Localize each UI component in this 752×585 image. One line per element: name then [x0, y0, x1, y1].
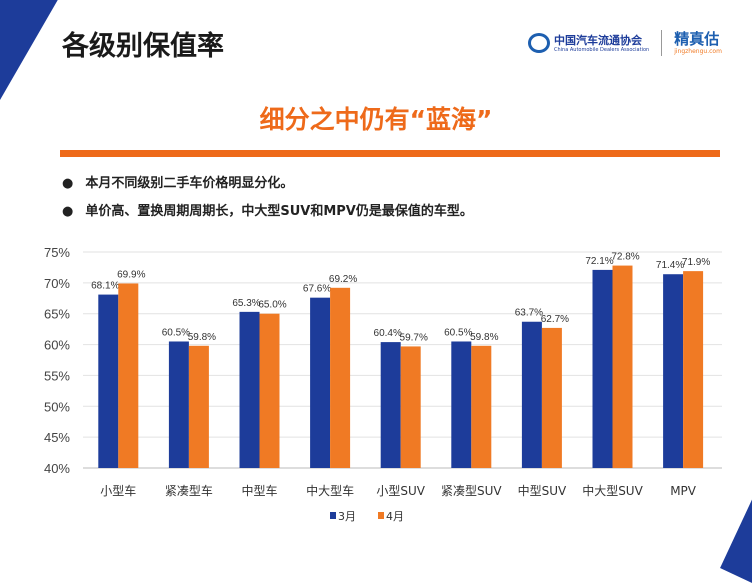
logo-cn: 中国汽车流通协会: [554, 33, 642, 47]
bullet-item: ● 本月不同级别二手车价格明显分化。: [62, 176, 294, 191]
x-tick-label: 中大型SUV: [582, 483, 643, 498]
y-tick-label: 75%: [44, 245, 70, 260]
bar-3月: [451, 341, 472, 468]
y-tick-label: 50%: [44, 399, 70, 414]
data-label: 72.1%: [585, 256, 613, 267]
data-label: 62.7%: [541, 314, 569, 325]
subtitle: 细分之中仍有“蓝海”: [259, 105, 493, 134]
x-tick-label: MPV: [670, 484, 697, 498]
divider-bar: [60, 150, 720, 157]
data-label: 59.8%: [470, 332, 498, 343]
y-tick-label: 70%: [44, 276, 70, 291]
data-label: 67.6%: [303, 284, 331, 295]
bar-3月: [239, 311, 260, 468]
y-tick-label: 40%: [44, 461, 70, 476]
bullet-text: 本月不同级别二手车价格明显分化。: [85, 176, 294, 191]
brand-name: 精真估: [674, 30, 720, 48]
data-label: 69.2%: [329, 274, 357, 285]
bar-4月: [118, 283, 139, 468]
y-tick-label: 60%: [44, 338, 70, 353]
x-tick-label: 紧凑型车: [165, 483, 213, 498]
data-label: 59.8%: [188, 332, 216, 343]
cada-logo-icon: [528, 33, 550, 53]
bar-4月: [259, 313, 280, 468]
page-title: 各级别保值率: [62, 31, 224, 62]
data-label: 68.1%: [91, 281, 119, 292]
data-label: 60.5%: [162, 327, 190, 338]
legend-swatch: [378, 512, 384, 519]
data-label: 60.5%: [444, 327, 472, 338]
bullet-item: ● 单价高、置换周期周期长，中大型SUV和MPV仍是最保值的车型。: [62, 204, 473, 219]
data-label: 65.0%: [258, 300, 286, 311]
data-label: 69.9%: [117, 269, 145, 280]
data-label: 71.4%: [656, 260, 684, 271]
data-label: 60.4%: [374, 328, 402, 339]
bar-4月: [471, 345, 492, 468]
logo-en: China Automobile Dealers Association: [554, 46, 650, 53]
brand-url: jingzhengu.com: [674, 48, 722, 55]
x-tick-label: 紧凑型SUV: [441, 484, 502, 498]
bar-4月: [612, 265, 633, 468]
bar-4月: [330, 287, 351, 468]
bar-3月: [380, 342, 401, 468]
bar-3月: [521, 321, 542, 468]
y-tick-label: 55%: [44, 368, 70, 383]
data-label: 65.3%: [232, 298, 260, 309]
data-label: 63.7%: [515, 308, 543, 319]
divider: [661, 30, 663, 56]
x-tick-label: 小型SUV: [376, 484, 425, 498]
bar-chart: 40% 45% 50% 55% 60% 65% 70% 75% 68.1%69.9% 小型车 60.…: [44, 245, 722, 523]
data-label: 59.7%: [400, 332, 428, 343]
x-tick-label: 小型车: [100, 483, 136, 498]
bar-3月: [592, 269, 613, 468]
logo-group: 中国汽车流通协会 China Automobile Dealers Associ…: [528, 30, 722, 56]
y-tick-label: 45%: [44, 430, 70, 445]
bar-3月: [310, 297, 331, 468]
legend-label: 4月: [386, 510, 404, 523]
bar-4月: [541, 327, 562, 468]
x-tick-label: 中型SUV: [518, 483, 567, 498]
data-label: 71.9%: [682, 257, 710, 268]
bullet-list: ● 本月不同级别二手车价格明显分化。 ● 单价高、置换周期周期长，中大型SUV和MP…: [62, 172, 473, 228]
y-tick-label: 65%: [44, 307, 70, 322]
data-label: 72.8%: [611, 252, 639, 263]
legend-label: 3月: [338, 510, 356, 523]
bar-3月: [98, 294, 119, 468]
bar-3月: [168, 341, 189, 468]
bar-4月: [683, 271, 704, 468]
legend-swatch: [330, 512, 336, 519]
bar-4月: [188, 345, 209, 468]
bullet-text: 单价高、置换周期周期长，中大型SUV和MPV仍是最保值的车型。: [85, 204, 473, 219]
bar-3月: [663, 274, 684, 468]
bar-4月: [400, 346, 421, 468]
x-tick-label: 中型车: [241, 483, 277, 498]
x-tick-label: 中大型车: [306, 483, 354, 498]
